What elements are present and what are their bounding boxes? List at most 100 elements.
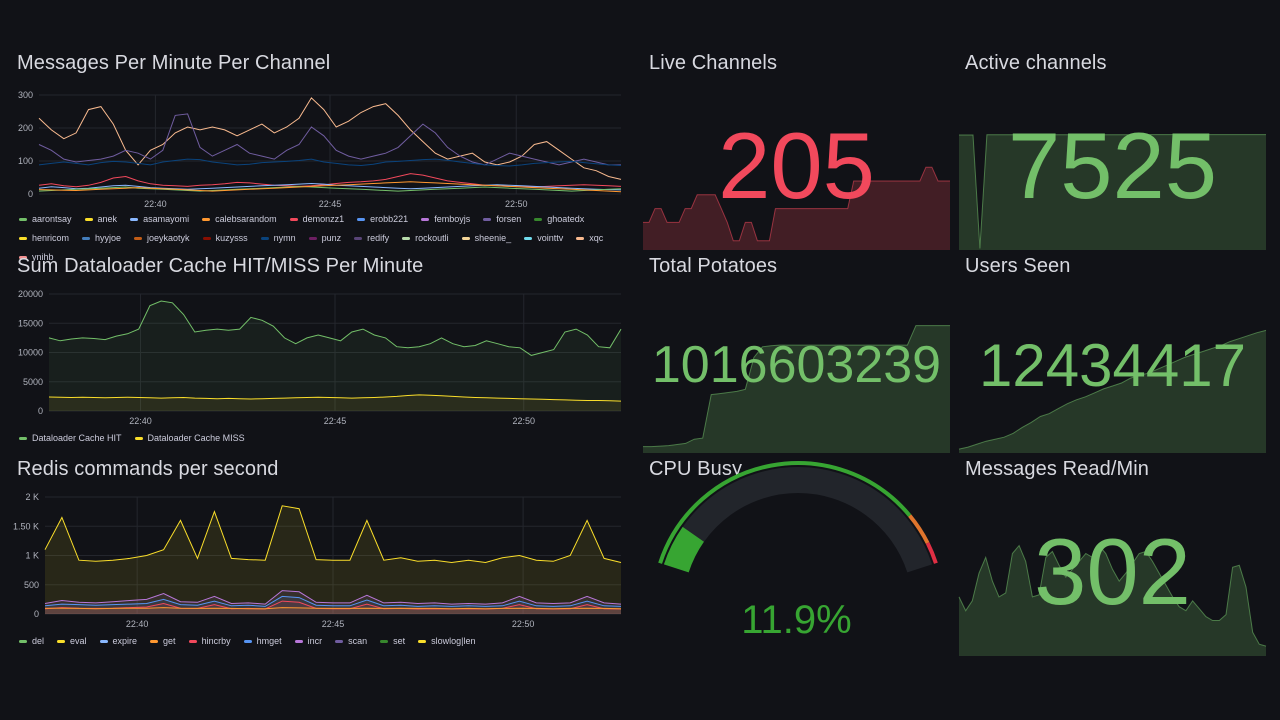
legend-swatch: [294, 639, 303, 643]
legend-label: hincrby: [201, 636, 231, 646]
legend-label: slowlog|len: [431, 636, 476, 646]
live-channels-value: 205: [718, 113, 875, 218]
legend-item[interactable]: set: [380, 636, 405, 646]
legend-label: anek: [97, 214, 118, 224]
legend-item[interactable]: joeykaotyk: [134, 233, 190, 243]
legend-item[interactable]: femboyjs: [421, 214, 470, 224]
panel-dataloader-cache: Sum Dataloader Cache HIT/MISS Per Minute…: [11, 255, 631, 455]
legend-item[interactable]: incr: [294, 636, 322, 646]
users-seen-sparkline: [958, 329, 1267, 453]
legend-item[interactable]: scan: [335, 636, 367, 646]
legend-item[interactable]: forsen: [483, 214, 521, 224]
legend-item[interactable]: erobb221: [357, 214, 408, 224]
legend-swatch: [461, 236, 470, 240]
legend-swatch: [19, 236, 27, 240]
redis-commands-chart[interactable]: 0 500 1 K 1.50 K 2 K 22:40 22:45 22:50: [11, 458, 631, 658]
x-tick-label: 22:40: [126, 619, 149, 629]
legend-label: sheenie_: [474, 233, 512, 243]
legend-item[interactable]: demonzz1: [289, 214, 344, 224]
sparkline-area: [959, 545, 1266, 656]
panel-title[interactable]: Redis commands per second: [17, 458, 279, 480]
panel-title[interactable]: Sum Dataloader Cache HIT/MISS Per Minute: [17, 255, 424, 277]
legend-label: henricom: [32, 233, 70, 243]
legend-item[interactable]: punz: [308, 233, 341, 243]
legend-label: ghoatedx: [547, 214, 585, 224]
legend-item[interactable]: rockoutli: [402, 233, 449, 243]
legend-item[interactable]: asamayomi: [130, 214, 189, 224]
panel-title[interactable]: Users Seen: [965, 255, 1071, 277]
y-tick-label: 500: [24, 580, 39, 590]
dataloader-cache-chart[interactable]: 0 5000 10000 15000 20000 22:40 22:45 22:50: [11, 255, 631, 455]
legend-item[interactable]: nymn: [260, 233, 296, 243]
legend-item[interactable]: hyyjoe: [82, 233, 121, 243]
legend-item[interactable]: ynihb: [19, 252, 54, 262]
y-tick-label: 1 K: [25, 551, 39, 561]
legend-item[interactable]: kuzysss: [202, 233, 248, 243]
legend-label: redify: [367, 233, 390, 243]
legend-swatch: [421, 217, 430, 221]
legend-label: set: [393, 636, 406, 646]
legend-item[interactable]: redify: [354, 233, 389, 243]
messages-per-minute-chart[interactable]: 0 100 200 300 22:40 22:45 22:50: [11, 52, 631, 252]
redis-legend: del eval expire get hincrby hmget incr scan set s…: [19, 636, 619, 646]
legend-item[interactable]: aarontsay: [19, 214, 72, 224]
legend-item[interactable]: hincrby: [188, 636, 231, 646]
panel-title[interactable]: Live Channels: [649, 52, 778, 74]
legend-item[interactable]: henricom: [19, 233, 69, 243]
legend-swatch: [308, 236, 317, 240]
series-line: [38, 181, 622, 193]
legend-swatch: [202, 236, 211, 240]
gauge-threshold-red: [925, 542, 938, 564]
series-area: [45, 601, 621, 614]
legend-item[interactable]: sheenie_: [461, 233, 512, 243]
messages-legend: aarontsay anek asamayomi calebsarandom demon…: [19, 214, 619, 262]
legend-swatch: [354, 236, 363, 240]
legend-item[interactable]: Dataloader Cache MISS: [134, 433, 245, 443]
legend-swatch: [19, 436, 27, 440]
panel-title[interactable]: Total Potatoes: [649, 255, 778, 277]
legend-swatch: [84, 217, 93, 221]
x-tick-label: 22:40: [129, 416, 152, 426]
legend-swatch: [576, 236, 585, 240]
legend-item[interactable]: slowlog|len: [418, 636, 476, 646]
series-line: [38, 182, 622, 191]
legend-item[interactable]: calebsarandom: [202, 214, 277, 224]
legend-item[interactable]: ghoatedx: [534, 214, 584, 224]
y-tick-label: 20000: [18, 289, 43, 299]
panel-title[interactable]: CPU Busy: [649, 458, 743, 480]
panel-total-potatoes: Total Potatoes 1016603239: [643, 255, 950, 453]
legend-item[interactable]: vointtv: [524, 233, 563, 243]
legend-label: scan: [348, 636, 368, 646]
legend-item[interactable]: hmget: [243, 636, 282, 646]
legend-item[interactable]: expire: [99, 636, 137, 646]
legend-swatch: [243, 639, 252, 643]
panel-title[interactable]: Messages Per Minute Per Channel: [17, 52, 331, 74]
legend-item[interactable]: del: [19, 636, 44, 646]
y-tick-label: 1.50 K: [13, 521, 39, 531]
series-area: [45, 596, 621, 614]
legend-swatch: [260, 236, 269, 240]
cache-legend: Dataloader Cache HIT Dataloader Cache MIS…: [19, 433, 619, 443]
users-seen-value: 12434417: [979, 332, 1246, 399]
legend-item[interactable]: get: [150, 636, 176, 646]
grid: [45, 496, 621, 615]
legend-item[interactable]: Dataloader Cache HIT: [19, 433, 122, 443]
legend-swatch: [150, 639, 159, 643]
legend-label: rockoutli: [415, 233, 449, 243]
panel-title[interactable]: Messages Read/Min: [965, 458, 1150, 480]
y-tick-label: 10000: [18, 348, 43, 358]
messages-read-sparkline: [958, 544, 1267, 656]
gauge-track: [663, 467, 933, 573]
legend-item[interactable]: anek: [84, 214, 118, 224]
legend-label: Dataloader Cache HIT: [32, 433, 122, 443]
x-tick-label: 22:45: [319, 199, 342, 209]
panel-active-channels: Active channels 7525: [959, 52, 1266, 250]
messages-read-value: 302: [1034, 519, 1191, 624]
cpu-busy-value: 11.9%: [741, 598, 852, 642]
series-area: [49, 394, 621, 411]
legend-item[interactable]: eval: [57, 636, 87, 646]
panel-live-channels: Live Channels 205: [643, 52, 950, 250]
legend-swatch: [57, 639, 66, 643]
panel-title[interactable]: Active channels: [965, 52, 1107, 74]
legend-item[interactable]: xqc: [576, 233, 603, 243]
